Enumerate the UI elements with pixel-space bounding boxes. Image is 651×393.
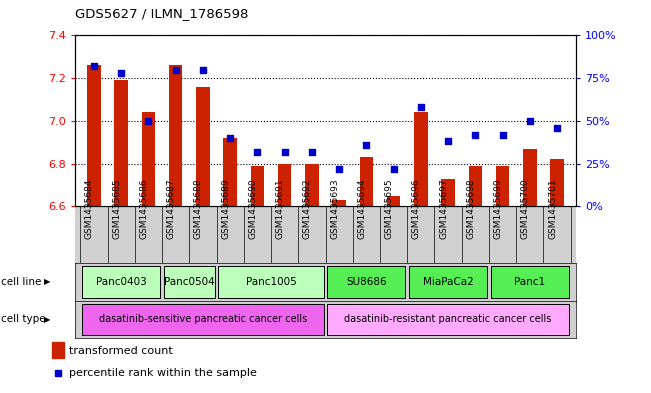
Bar [82,304,324,335]
Text: GSM1435691: GSM1435691 [275,179,284,239]
Point [252,149,262,155]
Point [171,66,181,73]
Text: GSM1435685: GSM1435685 [112,179,121,239]
Point [443,138,453,145]
Text: GSM1435688: GSM1435688 [194,179,203,239]
Text: cell type: cell type [1,314,46,324]
Bar [469,166,482,206]
Text: Panc1005: Panc1005 [245,277,296,287]
Text: GSM1435699: GSM1435699 [493,179,503,239]
Bar [550,159,564,206]
Bar [164,266,215,298]
Text: ▶: ▶ [44,277,51,286]
Bar [409,266,487,298]
Bar [219,266,324,298]
Point [389,165,399,172]
Bar [87,65,101,206]
Bar [327,304,569,335]
Bar [196,87,210,206]
Text: Panc0403: Panc0403 [96,277,146,287]
Text: GSM1435695: GSM1435695 [385,179,394,239]
Text: GSM1435698: GSM1435698 [466,179,475,239]
Text: GSM1435690: GSM1435690 [249,179,257,239]
Bar [359,157,373,206]
Bar [278,163,292,206]
Bar [496,166,509,206]
Text: GSM1435693: GSM1435693 [330,179,339,239]
Point [525,118,535,124]
Bar [441,178,455,206]
Bar [115,80,128,206]
Point [279,149,290,155]
Text: percentile rank within the sample: percentile rank within the sample [69,368,257,378]
Bar [491,266,569,298]
Text: GDS5627 / ILMN_1786598: GDS5627 / ILMN_1786598 [75,7,248,20]
Bar [332,200,346,206]
Text: GSM1435700: GSM1435700 [521,179,530,239]
Text: dasatinib-resistant pancreatic cancer cells: dasatinib-resistant pancreatic cancer ce… [344,314,552,324]
Point [334,165,344,172]
Bar [387,196,400,206]
Point [415,104,426,110]
Text: GSM1435701: GSM1435701 [548,179,557,239]
Point [143,118,154,124]
Bar [142,112,155,206]
Bar [523,149,536,206]
Bar [52,342,64,358]
Text: Panc0504: Panc0504 [164,277,215,287]
Bar [305,163,319,206]
Point [552,125,562,131]
Text: MiaPaCa2: MiaPaCa2 [422,277,473,287]
Point [225,135,236,141]
Text: cell line: cell line [1,277,41,287]
Point [89,63,99,69]
Bar [327,266,406,298]
Bar [223,138,237,206]
Text: GSM1435692: GSM1435692 [303,179,312,239]
Bar [82,266,160,298]
Text: transformed count: transformed count [69,345,173,356]
Text: Panc1: Panc1 [514,277,546,287]
Text: GSM1435697: GSM1435697 [439,179,448,239]
Text: SU8686: SU8686 [346,277,387,287]
Text: GSM1435694: GSM1435694 [357,179,367,239]
Text: ▶: ▶ [44,315,51,324]
Bar [251,166,264,206]
Point [361,141,372,148]
Text: GSM1435696: GSM1435696 [412,179,421,239]
Text: dasatinib-sensitive pancreatic cancer cells: dasatinib-sensitive pancreatic cancer ce… [99,314,307,324]
Point [198,66,208,73]
Point [116,70,126,76]
Text: GSM1435684: GSM1435684 [85,179,94,239]
Bar [414,112,428,206]
Point [470,131,480,138]
Text: GSM1435687: GSM1435687 [167,179,176,239]
Point [307,149,317,155]
Text: GSM1435689: GSM1435689 [221,179,230,239]
Point [497,131,508,138]
Bar [169,65,182,206]
Text: GSM1435686: GSM1435686 [139,179,148,239]
